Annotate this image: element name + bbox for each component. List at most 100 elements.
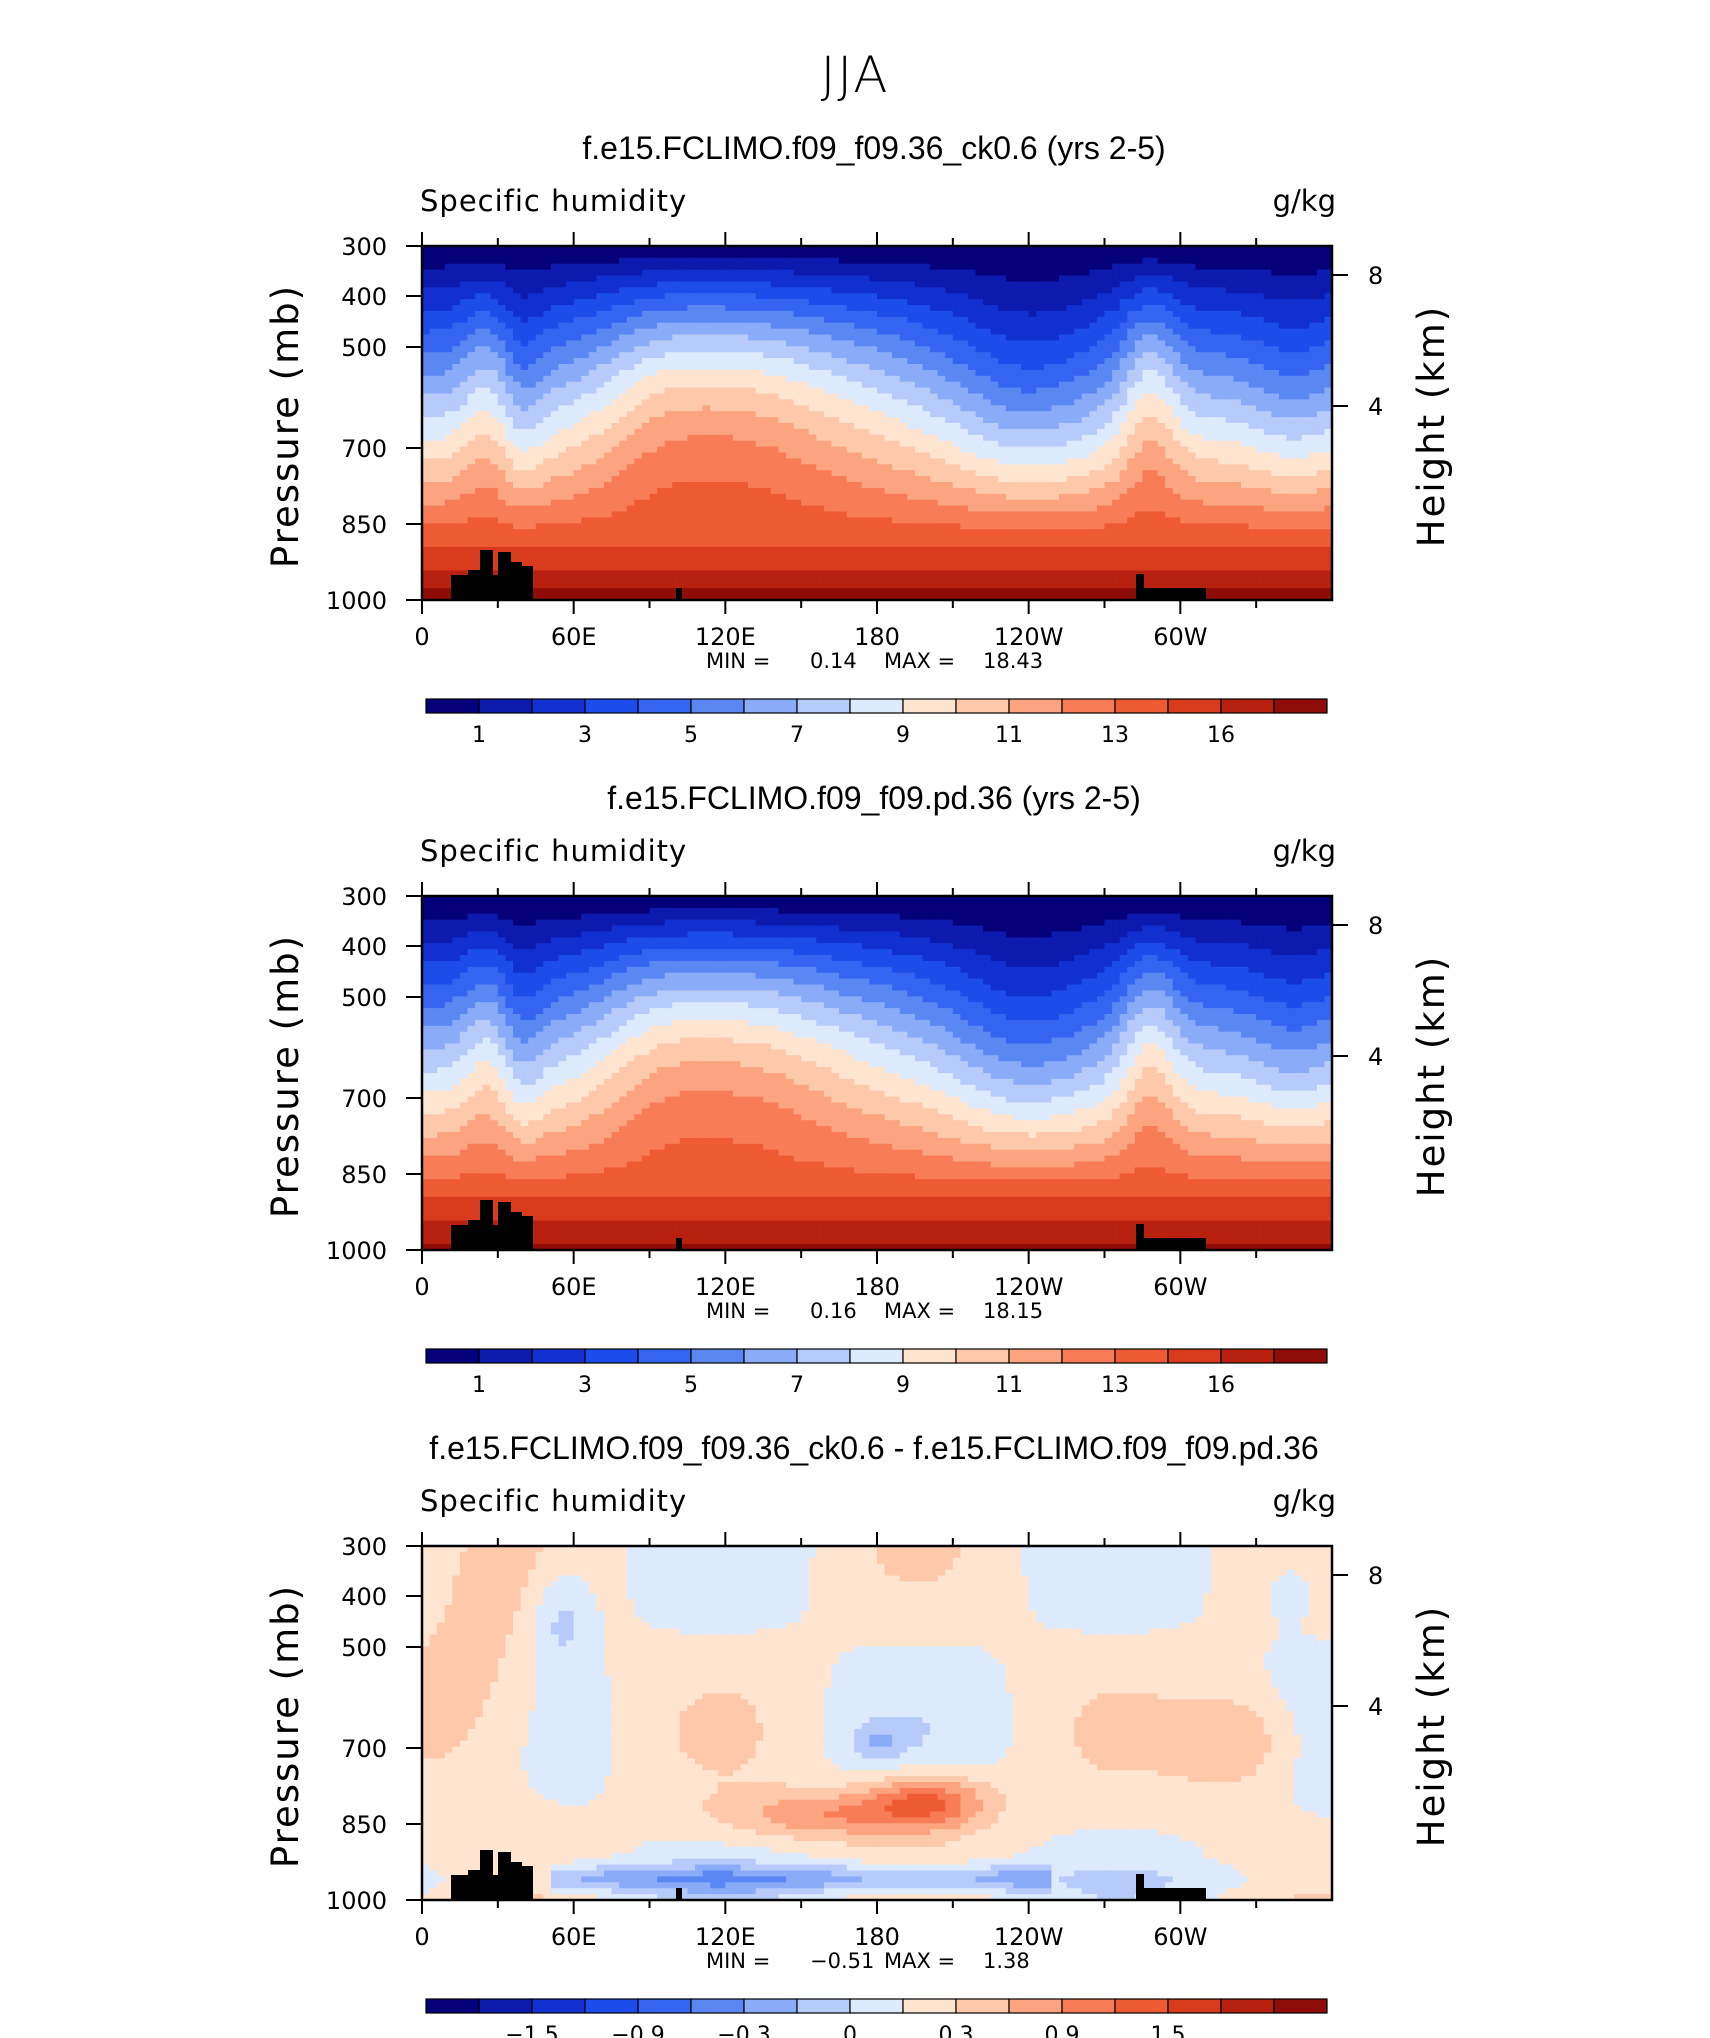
- colorbar-label: 7: [790, 1373, 804, 1398]
- colorbar-swatch: [1061, 698, 1116, 714]
- max-value: 1.38: [983, 1949, 1030, 1973]
- contour-field: [422, 896, 1332, 1250]
- y-tick-label: 1000: [326, 1237, 387, 1265]
- colorbar-label: 3: [578, 1373, 592, 1398]
- x-tick-label: 120E: [695, 623, 756, 651]
- colorbar-swatch: [690, 1998, 745, 2014]
- colorbar-swatch: [584, 1348, 639, 1364]
- page-title: JJA: [821, 46, 890, 104]
- colorbar-swatch: [955, 698, 1010, 714]
- colorbar-swatch: [425, 698, 480, 714]
- panel-2: f.e15.FCLIMO.f09_f09.pd.36 (yrs 2-5) Spec…: [264, 780, 1453, 1398]
- colorbar-label: 9: [896, 1373, 910, 1398]
- colorbar-swatch: [531, 1998, 586, 2014]
- min-value: 0.14: [810, 649, 857, 673]
- topography-mask: [451, 1200, 1206, 1250]
- panel-3: f.e15.FCLIMO.f09_f09.36_ck0.6 - f.e15.FC…: [264, 1430, 1453, 2038]
- height-axis-title: Height (km): [1410, 955, 1453, 1197]
- colorbar-swatch: [1167, 1998, 1222, 2014]
- x-tick-label: 0: [414, 623, 429, 651]
- units-label: g/kg: [1273, 1484, 1336, 1518]
- colorbar-swatch: [796, 1348, 851, 1364]
- y-axis-title: Pressure (mb): [264, 1584, 307, 1868]
- x-tick-label: 120W: [994, 623, 1064, 651]
- panel-title: f.e15.FCLIMO.f09_f09.36_ck0.6 - f.e15.FC…: [429, 1430, 1318, 1466]
- colorbar-label: 1: [472, 723, 486, 748]
- colorbar-swatch: [531, 1348, 586, 1364]
- colorbar-label: 0.3: [939, 2023, 974, 2038]
- colorbar-label: −0.3: [717, 2023, 770, 2038]
- colorbar-swatch: [637, 1348, 692, 1364]
- colorbar-swatch: [478, 698, 533, 714]
- colorbar-swatch: [584, 1998, 639, 2014]
- colorbar-swatch: [743, 1348, 798, 1364]
- colorbar-swatch: [1167, 1348, 1222, 1364]
- variable-label: Specific humidity: [420, 834, 687, 868]
- colorbar-label: 9: [896, 723, 910, 748]
- colorbar-swatch: [796, 1998, 851, 2014]
- height-tick-label: 4: [1368, 1693, 1383, 1721]
- colorbar-swatch: [743, 1998, 798, 2014]
- colorbar-label: 5: [684, 723, 698, 748]
- colorbar-swatch: [690, 698, 745, 714]
- colorbar-label: 11: [995, 1373, 1023, 1398]
- panel-title: f.e15.FCLIMO.f09_f09.36_ck0.6 (yrs 2-5): [582, 130, 1165, 166]
- colorbar-swatch: [902, 698, 957, 714]
- min-label: MIN =: [706, 1949, 770, 1973]
- colorbar-label: 16: [1207, 1373, 1235, 1398]
- height-tick-label: 4: [1368, 1043, 1383, 1071]
- colorbar-label: 13: [1101, 1373, 1129, 1398]
- height-tick-label: 8: [1368, 912, 1383, 940]
- colorbar-swatch: [849, 698, 904, 714]
- colorbar-swatch: [955, 1348, 1010, 1364]
- variable-label: Specific humidity: [420, 1484, 687, 1518]
- colorbar-swatch: [1220, 1348, 1275, 1364]
- contour-field: [422, 1546, 1332, 1900]
- colorbar-swatch: [1220, 698, 1275, 714]
- max-label: MAX =: [884, 1299, 955, 1323]
- min-label: MIN =: [706, 649, 770, 673]
- colorbar-swatch: [1114, 1348, 1169, 1364]
- colorbar-label: 7: [790, 723, 804, 748]
- x-tick-label: 60E: [551, 1923, 597, 1951]
- y-tick-label: 700: [341, 1735, 387, 1763]
- max-value: 18.15: [983, 1299, 1043, 1323]
- y-tick-label: 500: [341, 1634, 387, 1662]
- colorbar-label: 11: [995, 723, 1023, 748]
- height-axis-title: Height (km): [1410, 305, 1453, 547]
- colorbar-swatch: [478, 1348, 533, 1364]
- x-tick-label: 180: [854, 1923, 900, 1951]
- colorbar-swatch: [478, 1998, 533, 2014]
- colorbar-swatch: [1273, 698, 1328, 714]
- x-tick-label: 180: [854, 1273, 900, 1301]
- x-tick-label: 180: [854, 623, 900, 651]
- max-label: MAX =: [884, 649, 955, 673]
- colorbar-swatch: [849, 1998, 904, 2014]
- colorbar-swatch: [637, 698, 692, 714]
- y-tick-label: 300: [341, 883, 387, 911]
- height-tick-label: 8: [1368, 262, 1383, 290]
- min-value: 0.16: [810, 1299, 857, 1323]
- colorbar-label: 5: [684, 1373, 698, 1398]
- topography-mask: [451, 1850, 1206, 1900]
- panel-title: f.e15.FCLIMO.f09_f09.pd.36 (yrs 2-5): [607, 780, 1141, 816]
- x-tick-label: 60E: [551, 1273, 597, 1301]
- height-tick-label: 4: [1368, 393, 1383, 421]
- y-tick-label: 500: [341, 984, 387, 1012]
- x-tick-label: 120W: [994, 1923, 1064, 1951]
- height-tick-label: 8: [1368, 1562, 1383, 1590]
- x-tick-label: 60W: [1153, 1923, 1207, 1951]
- x-tick-label: 0: [414, 1273, 429, 1301]
- colorbar-swatch: [1008, 1348, 1063, 1364]
- colorbar-swatch: [1114, 1998, 1169, 2014]
- colorbar-swatch: [637, 1998, 692, 2014]
- y-tick-label: 400: [341, 283, 387, 311]
- height-axis-title: Height (km): [1410, 1605, 1453, 1847]
- colorbar-label: −1.5: [505, 2023, 558, 2038]
- y-tick-label: 300: [341, 1533, 387, 1561]
- min-label: MIN =: [706, 1299, 770, 1323]
- colorbar-swatch: [902, 1348, 957, 1364]
- y-tick-label: 300: [341, 233, 387, 261]
- colorbar-label: −0.9: [611, 2023, 664, 2038]
- colorbar-swatch: [1114, 698, 1169, 714]
